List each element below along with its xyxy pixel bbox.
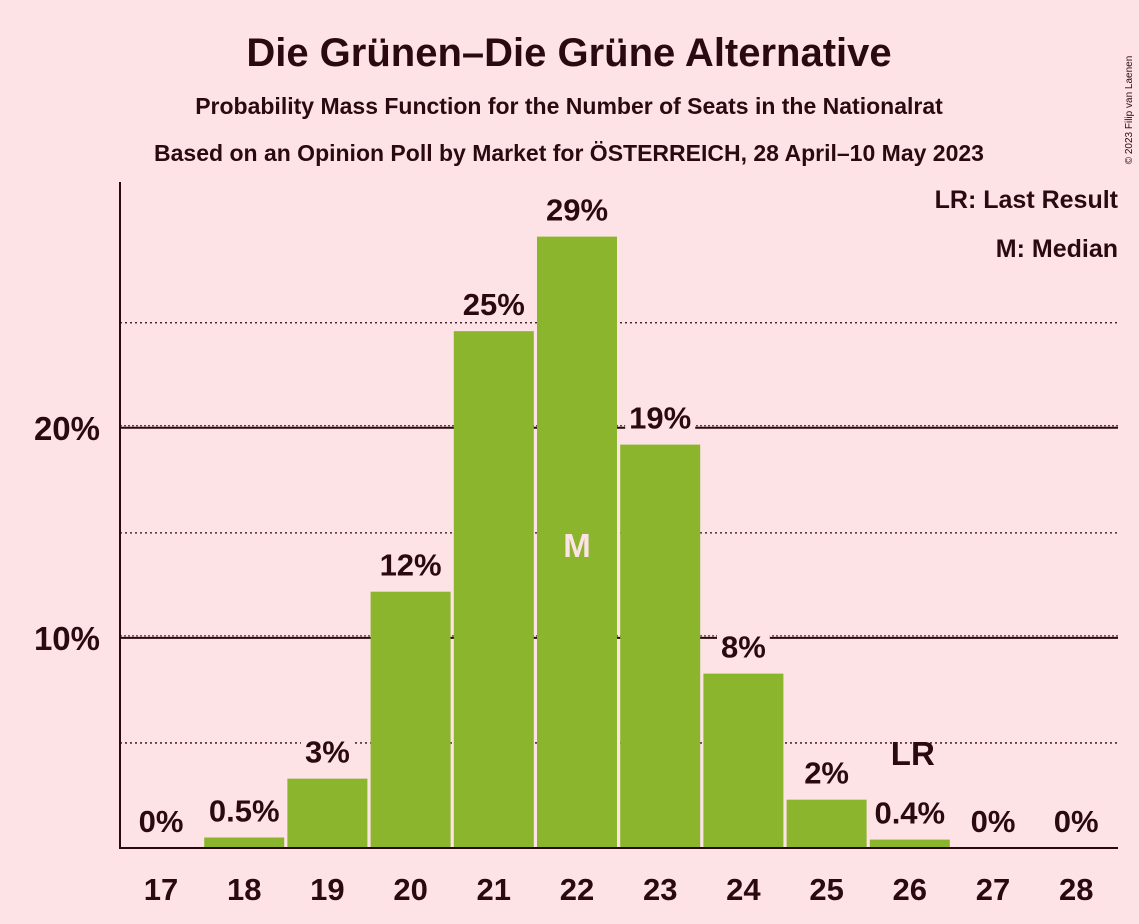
bar-18 xyxy=(204,837,285,848)
data-label-bg-17 xyxy=(134,806,188,835)
bar-25 xyxy=(786,799,867,848)
data-label-21: 25% xyxy=(463,287,525,322)
y-tick-label: 10% xyxy=(34,620,100,657)
data-label-bg-21 xyxy=(458,289,529,319)
chart-source-line: Based on an Opinion Poll by Market for Ö… xyxy=(154,140,984,166)
axes: 10% 20% 17 18 19 20 21 22 23 24 25 26 27 28 xyxy=(34,182,1118,907)
data-label-27: 0% xyxy=(971,804,1016,839)
data-label-bg-28 xyxy=(1049,806,1103,835)
data-label-22: 29% xyxy=(546,193,608,228)
bar-24 xyxy=(703,673,784,848)
x-tick-label-23: 23 xyxy=(643,872,677,907)
data-label-bg-22 xyxy=(541,194,613,224)
data-label-bg-19 xyxy=(300,736,354,766)
bar-21 xyxy=(453,331,534,848)
bar-22 xyxy=(537,236,617,848)
x-tick-label-21: 21 xyxy=(477,872,511,907)
x-tick-label-17: 17 xyxy=(144,872,178,907)
x-tick-label-25: 25 xyxy=(809,872,843,907)
x-tick-label-26: 26 xyxy=(893,872,927,907)
x-tick-label-20: 20 xyxy=(393,872,427,907)
data-label-19: 3% xyxy=(305,735,350,770)
x-tick-label-27: 27 xyxy=(976,872,1010,907)
data-label-bg-25 xyxy=(800,757,854,787)
median-marker: M xyxy=(563,527,591,564)
legend-last-result: LR: Last Result xyxy=(935,186,1119,214)
x-tick-label-28: 28 xyxy=(1059,872,1093,907)
gridlines xyxy=(120,322,1118,744)
data-label-18: 0.5% xyxy=(209,793,280,828)
data-label-26: 0.4% xyxy=(874,796,945,831)
last-result-marker: LR xyxy=(891,735,935,772)
x-tick-label-22: 22 xyxy=(560,872,594,907)
data-label-28: 0% xyxy=(1054,804,1099,839)
bar-19 xyxy=(287,778,368,848)
data-label-bg-24 xyxy=(716,631,770,661)
legend-median: M: Median xyxy=(996,235,1118,263)
data-label-23: 19% xyxy=(629,401,691,436)
data-label-bg-18 xyxy=(204,795,284,825)
bar-20 xyxy=(370,591,451,848)
copyright-text: © 2023 Filip van Laenen xyxy=(1124,56,1135,165)
data-label-20: 12% xyxy=(380,548,442,583)
data-label-bg-27 xyxy=(966,806,1020,835)
data-label-17: 0% xyxy=(139,804,184,839)
bar-26 xyxy=(869,839,950,848)
data-label-25: 2% xyxy=(804,756,849,791)
x-tick-label-24: 24 xyxy=(726,872,761,907)
bars xyxy=(204,236,950,848)
data-label-bg-26 xyxy=(870,797,950,827)
data-label-24: 8% xyxy=(721,630,766,665)
chart-subtitle: Probability Mass Function for the Number… xyxy=(195,93,943,119)
y-tick-label: 20% xyxy=(34,410,100,447)
data-label-bg-20 xyxy=(375,549,446,579)
data-labels: 0% 0.5% 3% 12% 25% 29% M 19% 8% 2% 0.4% LR 0% 0% xyxy=(134,193,1103,839)
bar-23 xyxy=(620,444,701,848)
x-tick-label-19: 19 xyxy=(310,872,344,907)
data-label-bg-23 xyxy=(625,402,696,432)
chart-title: Die Grünen–Die Grüne Alternative xyxy=(246,31,891,75)
x-tick-label-18: 18 xyxy=(227,872,261,907)
